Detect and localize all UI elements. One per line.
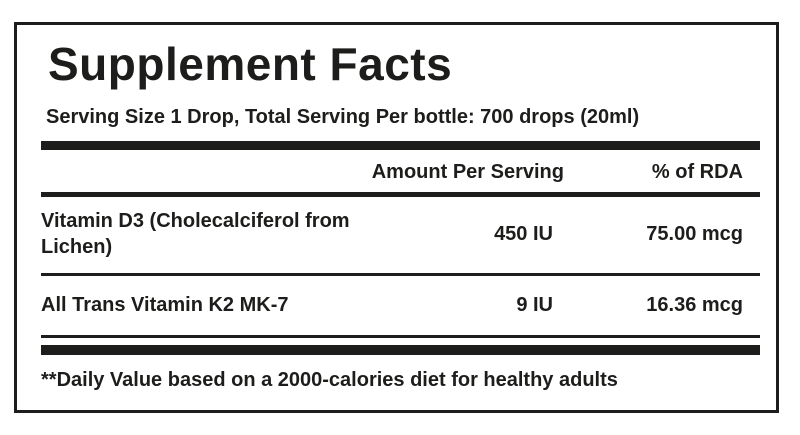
nutrient-name: All Trans Vitamin K2 MK-7 [41, 293, 289, 316]
table-header-row: Amount Per Serving % of RDA [41, 150, 760, 197]
nutrient-amount: 450 IU [494, 222, 553, 245]
table-row-vitamin-k2: All Trans Vitamin K2 MK-7 9 IU 16.36 mcg [41, 276, 760, 338]
divider-bar-bottom [41, 344, 760, 355]
nutrient-amount: 9 IU [516, 293, 553, 316]
supplement-facts-panel: Supplement Facts Serving Size 1 Drop, To… [14, 22, 779, 413]
table-row-vitamin-d3: Vitamin D3 (Cholecalciferol from Lichen)… [41, 197, 760, 276]
nutrient-rda: 75.00 mcg [646, 222, 743, 245]
divider-bar-top [41, 140, 760, 150]
daily-value-footnote: **Daily Value based on a 2000-calories d… [41, 368, 618, 391]
nutrient-rda: 16.36 mcg [646, 293, 743, 316]
panel-title: Supplement Facts [48, 38, 453, 90]
serving-size-line: Serving Size 1 Drop, Total Serving Per b… [46, 105, 640, 128]
nutrient-name: Vitamin D3 (Cholecalciferol from Lichen) [41, 209, 350, 258]
header-percent-rda: % of RDA [651, 160, 743, 183]
header-amount-per-serving: Amount Per Serving [371, 160, 564, 183]
